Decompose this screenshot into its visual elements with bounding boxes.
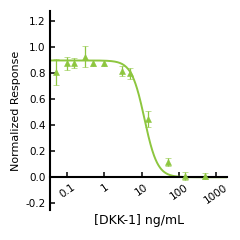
Y-axis label: Normalized Response: Normalized Response [11, 50, 21, 171]
X-axis label: [DKK-1] ng/mL: [DKK-1] ng/mL [94, 214, 184, 227]
